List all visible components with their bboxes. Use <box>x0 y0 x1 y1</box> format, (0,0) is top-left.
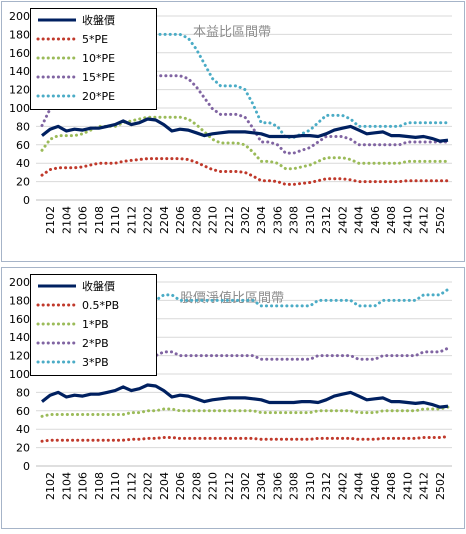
x-tick-label: 2410 <box>401 472 414 500</box>
y-tick-label: 140 <box>9 331 30 344</box>
y-tick-label: 180 <box>9 28 30 41</box>
series-line <box>40 74 450 155</box>
x-tick-label: 2210 <box>207 206 220 234</box>
y-tick-label: 80 <box>16 120 30 133</box>
x-tick-label: 2302 <box>239 206 252 234</box>
y-tick-label: 60 <box>16 405 30 418</box>
y-tick-label: 100 <box>9 102 30 115</box>
annotation: 股價淨值比區間帶 <box>180 290 284 306</box>
series-line <box>41 383 449 409</box>
x-tick-label: 2312 <box>320 206 333 234</box>
x-tick-label: 2112 <box>125 206 138 234</box>
x-tick-label: 2402 <box>336 472 349 500</box>
y-tick-label: 180 <box>9 294 30 307</box>
x-tick-label: 2210 <box>207 472 220 500</box>
x-tick-label: 2108 <box>93 206 106 234</box>
x-tick-label: 2102 <box>44 206 57 234</box>
y-tick-label: 120 <box>9 350 30 363</box>
x-tick-label: 2112 <box>125 472 138 500</box>
y-tick-label: 160 <box>9 47 30 60</box>
x-tick-label: 2306 <box>271 206 284 234</box>
x-tick-label: 2110 <box>109 472 122 500</box>
x-tick-label: 2108 <box>93 472 106 500</box>
x-tick-label: 2106 <box>77 206 90 234</box>
y-tick-label: 0 <box>23 194 30 207</box>
y-tick-label: 80 <box>16 386 30 399</box>
x-tick-label: 2304 <box>255 206 268 234</box>
y-tick-label: 200 <box>9 276 30 289</box>
x-tick-label: 2104 <box>60 206 73 234</box>
legend-label: 15*PE <box>82 71 115 84</box>
series-line <box>40 405 450 418</box>
x-tick-label: 2412 <box>418 472 431 500</box>
y-tick-label: 160 <box>9 313 30 326</box>
legend-label: 1*PB <box>82 318 109 331</box>
x-tick-label: 2206 <box>174 206 187 234</box>
legend-label: 3*PB <box>82 356 109 369</box>
x-tick-label: 2204 <box>158 472 171 500</box>
series-line <box>41 117 449 143</box>
series-line <box>40 287 450 319</box>
x-tick-label: 2208 <box>190 472 203 500</box>
series-line <box>40 157 450 186</box>
x-tick-label: 2302 <box>239 472 252 500</box>
x-tick-label: 2212 <box>223 206 236 234</box>
y-tick-label: 20 <box>16 442 30 455</box>
x-tick-label: 2412 <box>418 206 431 234</box>
legend-label: 0.5*PB <box>82 299 119 312</box>
legend-box <box>30 8 157 110</box>
series-line <box>40 435 450 443</box>
x-tick-label: 2202 <box>142 472 155 500</box>
legend-label: 2*PB <box>82 337 109 350</box>
legend-label: 收盤價 <box>82 279 115 293</box>
legend: 收盤價 5*PE 10*PE 15*PE 20*PE <box>30 8 157 110</box>
y-tick-label: 60 <box>16 139 30 152</box>
x-tick-label: 2408 <box>385 472 398 500</box>
x-tick-label: 2410 <box>401 206 414 234</box>
legend-box <box>30 274 157 376</box>
y-tick-label: 40 <box>16 157 30 170</box>
x-tick-label: 2408 <box>385 206 398 234</box>
x-tick-label: 2308 <box>288 472 301 500</box>
y-tick-label: 20 <box>16 176 30 189</box>
legend: 收盤價 0.5*PB 1*PB 2*PB 3*PB <box>30 274 157 376</box>
x-tick-label: 2308 <box>288 206 301 234</box>
x-tick-label: 2406 <box>369 206 382 234</box>
y-tick-label: 140 <box>9 65 30 78</box>
legend-label: 收盤價 <box>82 13 115 27</box>
x-tick-label: 2208 <box>190 206 203 234</box>
y-tick-label: 120 <box>9 84 30 97</box>
x-tick-label: 2306 <box>271 472 284 500</box>
x-tick-label: 2404 <box>353 206 366 234</box>
x-tick-label: 2502 <box>434 206 447 234</box>
x-tick-label: 2404 <box>353 472 366 500</box>
x-tick-label: 2204 <box>158 206 171 234</box>
y-tick-label: 0 <box>23 460 30 473</box>
x-tick-label: 2502 <box>434 472 447 500</box>
legend-label: 20*PE <box>82 90 115 103</box>
x-tick-label: 2106 <box>77 472 90 500</box>
x-tick-label: 2212 <box>223 472 236 500</box>
x-tick-label: 2310 <box>304 472 317 500</box>
x-tick-label: 2312 <box>320 472 333 500</box>
x-tick-label: 2110 <box>109 206 122 234</box>
y-tick-label: 100 <box>9 368 30 381</box>
legend-label: 5*PE <box>82 33 108 46</box>
y-tick-label: 200 <box>9 10 30 23</box>
x-tick-label: 2104 <box>60 472 73 500</box>
x-tick-label: 2310 <box>304 206 317 234</box>
legend-label: 10*PE <box>82 52 115 65</box>
x-tick-label: 2206 <box>174 472 187 500</box>
x-tick-label: 2406 <box>369 472 382 500</box>
x-tick-label: 2304 <box>255 472 268 500</box>
x-tick-label: 2402 <box>336 206 349 234</box>
annotation: 本益比區間帶 <box>193 25 271 40</box>
x-tick-label: 2202 <box>142 206 155 234</box>
y-tick-label: 40 <box>16 423 30 436</box>
x-tick-label: 2102 <box>44 472 57 500</box>
